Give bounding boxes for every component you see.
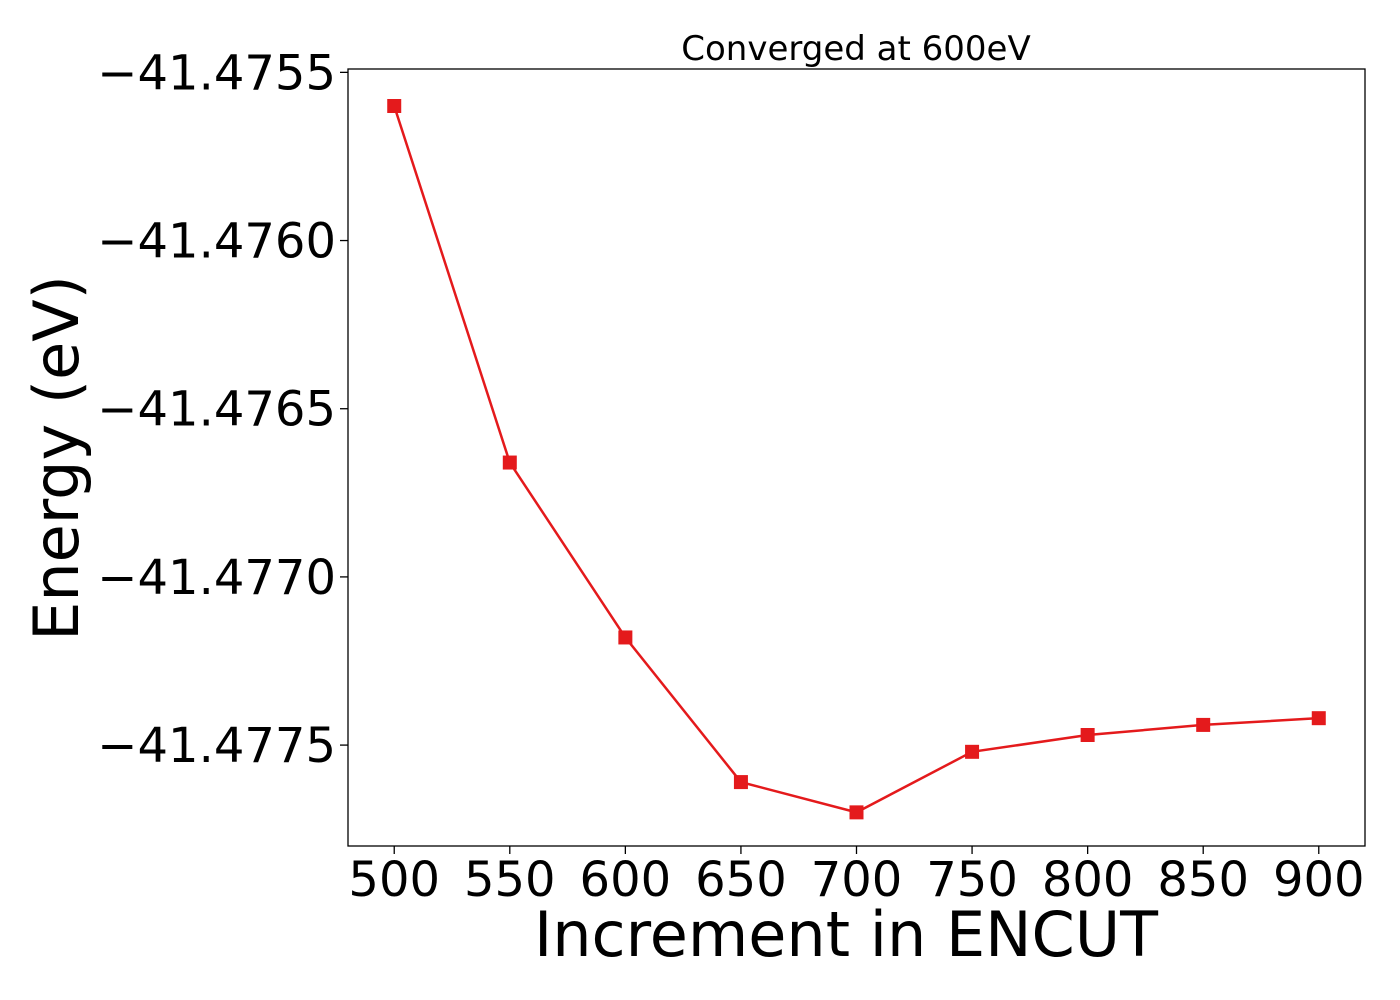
y-tick-label: −41.4760 xyxy=(97,214,336,270)
data-point-marker xyxy=(1080,728,1095,742)
x-tick-label: 550 xyxy=(464,852,556,908)
data-point-marker xyxy=(387,99,402,113)
series-markers xyxy=(387,99,1326,820)
y-tick-label: −41.4765 xyxy=(97,382,336,438)
data-point-marker xyxy=(965,744,980,759)
data-point-marker xyxy=(502,455,517,470)
series-line xyxy=(393,105,1319,814)
chart-title: Converged at 600eV xyxy=(681,29,1030,69)
x-tick-label: 700 xyxy=(811,852,903,908)
x-axis-title: Increment in ENCUT xyxy=(534,898,1159,971)
y-tick-label: −41.4755 xyxy=(97,45,336,101)
x-tick-label: 900 xyxy=(1273,852,1365,908)
x-tick-label: 750 xyxy=(926,852,1018,908)
x-tick-label: 650 xyxy=(695,852,787,908)
data-point-marker xyxy=(618,630,633,645)
x-tick-label: 600 xyxy=(580,852,672,908)
y-axis-ticks: −41.4755 −41.4760 −41.4765 −41.4770 −41.4775 xyxy=(97,45,348,774)
x-tick-label: 500 xyxy=(348,852,440,908)
x-axis-ticks: 500 550 600 650 700 750 800 850 900 xyxy=(348,846,1365,908)
data-point-marker xyxy=(1311,711,1326,726)
data-point-marker xyxy=(733,775,748,790)
y-tick-label: −41.4775 xyxy=(97,718,336,774)
x-tick-label: 850 xyxy=(1157,852,1249,908)
data-point-marker xyxy=(849,805,864,820)
y-tick-label: −41.4770 xyxy=(97,550,336,606)
x-tick-label: 800 xyxy=(1042,852,1134,908)
plot-area-frame xyxy=(347,68,1366,847)
data-point-marker xyxy=(1196,717,1211,732)
y-axis-title: Energy (eV) xyxy=(20,275,93,641)
